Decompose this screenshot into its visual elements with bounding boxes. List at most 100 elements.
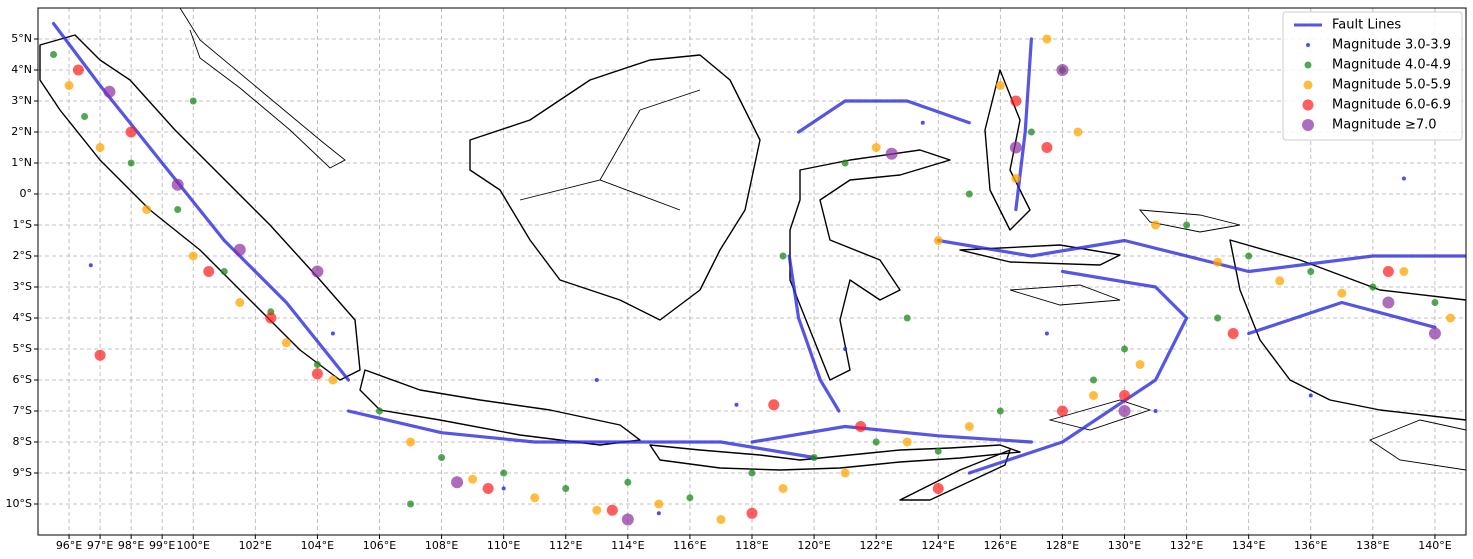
legend-label: Magnitude 6.0-6.9 (1332, 98, 1451, 113)
fault-line (796, 99, 971, 134)
quake-point (1401, 176, 1406, 181)
y-tick-label: 7°S (13, 404, 32, 417)
quake-point (328, 375, 338, 385)
quake-point (746, 507, 758, 519)
quake-point (1445, 313, 1455, 323)
legend-swatch (1302, 119, 1314, 131)
quake-point (871, 143, 881, 152)
x-tick-label: 140°E (1418, 539, 1451, 552)
quake-point (1044, 331, 1049, 336)
quake-point (451, 476, 464, 489)
quake-point (734, 402, 739, 407)
fault-line (750, 424, 1033, 444)
quake-point (313, 361, 321, 368)
quake-point (189, 97, 197, 105)
quake-point (843, 347, 848, 351)
legend-label: Fault Lines (1332, 18, 1401, 33)
quake-point (1041, 142, 1053, 153)
quake-point (1214, 314, 1222, 322)
x-tick-label: 96°E (56, 539, 82, 552)
quake-point (103, 85, 116, 98)
quake-point (501, 486, 506, 491)
quake-point (1213, 257, 1223, 267)
quake-point (188, 251, 198, 261)
y-tick-label: 1°N (11, 156, 32, 169)
quake-point (716, 515, 726, 524)
quake-point (1119, 390, 1131, 401)
legend-swatch (1304, 61, 1312, 69)
quake-point (125, 126, 137, 138)
y-tick-label: 5°N (11, 32, 32, 45)
quake-point (872, 438, 880, 446)
fault-line (787, 254, 841, 413)
x-tick-label: 128°E (1046, 539, 1079, 552)
quake-point (1307, 268, 1315, 275)
quake-point (1056, 405, 1068, 417)
legend-label: Magnitude 4.0-4.9 (1332, 58, 1451, 73)
x-tick-label: 102°E (239, 539, 272, 552)
quake-point (407, 500, 415, 508)
quake-point (1089, 376, 1097, 384)
y-tick-label: 5°S (13, 342, 32, 355)
quake-point (934, 447, 942, 455)
x-tick-label: 104°E (301, 539, 334, 552)
quake-point (1121, 345, 1129, 353)
quake-point (95, 143, 105, 152)
y-tick-label: 1°S (13, 218, 32, 231)
quake-point (562, 485, 570, 492)
legend-swatch (1303, 80, 1313, 90)
quake-point (171, 178, 184, 191)
quake-point (1337, 288, 1347, 298)
quake-point (920, 120, 925, 125)
y-tick-label: 9°S (13, 466, 32, 479)
quake-point (1073, 127, 1083, 137)
axes: 96°E 97°E 98°E 99°E 100°E 102°E 104°E 106°E 108°… (6, 32, 1452, 552)
x-tick-label: 122°E (859, 539, 892, 552)
quake-point (127, 159, 135, 167)
y-tick-label: 4°S (13, 311, 32, 324)
quake-point (624, 478, 632, 486)
x-tick-label: 118°E (735, 539, 768, 552)
quake-point (330, 331, 335, 336)
quake-point (375, 407, 383, 415)
x-tick-label: 120°E (797, 539, 830, 552)
x-tick-label: 138°E (1356, 539, 1389, 552)
quake-point (1011, 174, 1021, 183)
quake-point (142, 205, 152, 214)
fault-line (967, 269, 1189, 475)
quake-point (482, 483, 494, 494)
quake-point (311, 368, 323, 380)
quake-point (779, 252, 787, 260)
quake-point (1135, 360, 1145, 369)
legend: Fault Lines Magnitude 3.0-3.9 Magnitude 4.… (1282, 11, 1463, 141)
quake-point (265, 312, 277, 324)
x-tick-label: 110°E (487, 539, 520, 552)
quake-point (72, 64, 84, 76)
quake-point (500, 469, 508, 477)
quake-point (1009, 141, 1022, 154)
quake-point (311, 265, 324, 278)
quake-point (1027, 128, 1035, 136)
quake-point (235, 298, 245, 307)
quake-point (1088, 391, 1098, 400)
quake-point (592, 505, 602, 515)
quake-point (903, 314, 911, 322)
x-tick-label: 130°E (1108, 539, 1141, 552)
quake-point (778, 484, 788, 493)
quake-point (1399, 267, 1409, 276)
x-tick-label: 126°E (984, 539, 1017, 552)
quake-point (594, 378, 599, 382)
x-tick-label: 116°E (673, 539, 706, 552)
quake-point (855, 421, 867, 432)
quake-point (1010, 95, 1022, 107)
quake-point (1428, 327, 1441, 340)
quake-point (933, 236, 943, 245)
legend-swatch (1306, 43, 1310, 47)
x-tick-label: 136°E (1294, 539, 1327, 552)
fault-line (936, 238, 1466, 274)
quake-point (203, 266, 215, 277)
quake-point (686, 494, 694, 502)
quake-point (810, 454, 818, 461)
